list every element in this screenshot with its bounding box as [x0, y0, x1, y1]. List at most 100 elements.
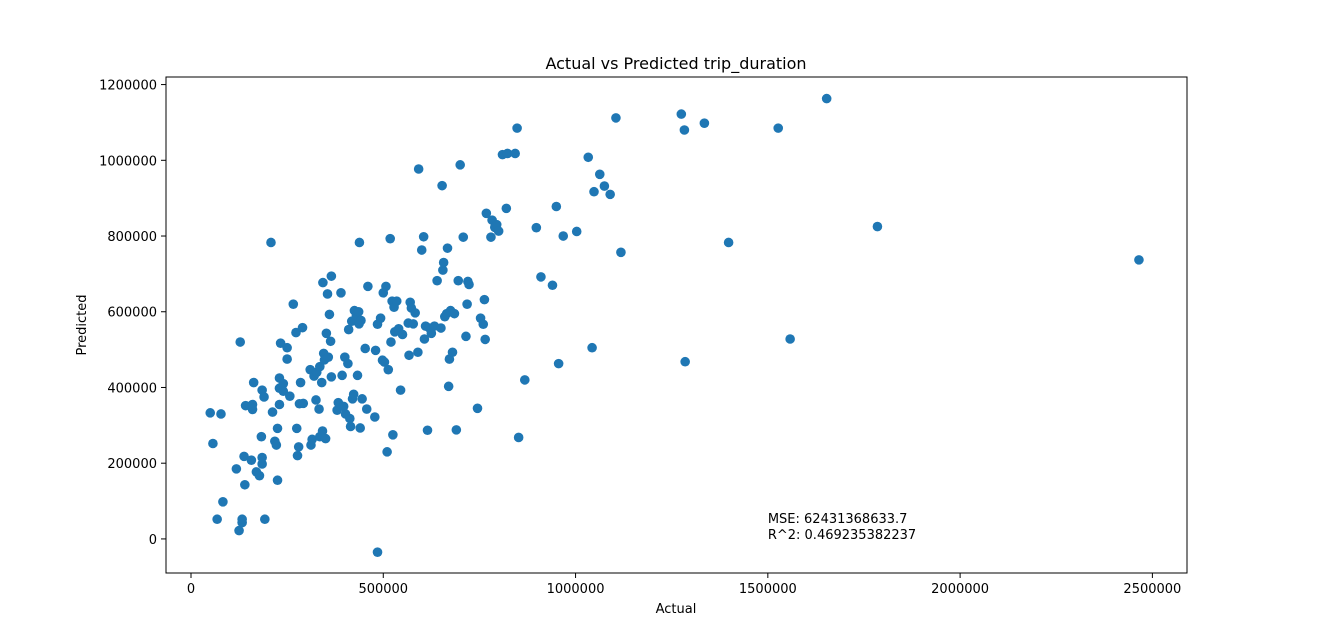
scatter-point: [345, 421, 356, 432]
scatter-point: [291, 423, 302, 434]
x-axis-label: Actual: [656, 602, 697, 617]
scatter-point: [208, 438, 218, 449]
scatter-point: [375, 313, 386, 323]
scatter-point: [416, 245, 427, 255]
scatter-point: [345, 413, 355, 424]
scatter-point: [551, 201, 562, 212]
scatter-point: [361, 404, 372, 414]
scatter-point: [419, 334, 430, 344]
scatter-point: [356, 315, 366, 326]
scatter-point: [583, 152, 594, 163]
scatter-point: [510, 148, 520, 159]
scatter-point: [363, 281, 373, 292]
y-tick-label: 200000: [107, 457, 157, 472]
scatter-point: [478, 319, 489, 330]
scatter-point: [676, 109, 687, 119]
scatter-point: [382, 447, 392, 457]
scatter-point: [519, 375, 530, 385]
scatter-point: [462, 299, 472, 309]
scatter-point: [404, 350, 414, 361]
scatter-point: [291, 327, 301, 338]
scatter-point: [447, 347, 458, 358]
scatter-point: [348, 389, 359, 400]
scatter-point: [679, 125, 690, 135]
scatter-point: [355, 423, 366, 433]
scatter-point: [773, 123, 784, 133]
y-tick-label: 600000: [107, 306, 157, 321]
scatter-point: [480, 334, 490, 345]
scatter-point: [352, 370, 363, 381]
scatter-point: [481, 208, 492, 219]
scatter-point: [260, 514, 270, 525]
scatter-point: [413, 164, 424, 174]
scatter-point: [282, 354, 292, 364]
scatter-point: [410, 308, 420, 318]
y-tick-label: 1200000: [99, 79, 157, 94]
scatter-point: [501, 203, 512, 214]
scatter-point: [278, 378, 289, 389]
scatter-point: [311, 395, 321, 405]
scatter-point: [383, 364, 394, 375]
y-tick-label: 800000: [107, 230, 157, 245]
scatter-point: [234, 525, 244, 536]
scatter-point: [316, 377, 327, 388]
y-tick-label: 400000: [107, 381, 157, 396]
scatter-point: [587, 342, 597, 353]
plot-frame: [165, 76, 1188, 574]
scatter-point: [437, 180, 447, 191]
scatter-point: [272, 475, 283, 486]
scatter-point: [323, 352, 334, 362]
scatter-point: [257, 452, 267, 463]
scatter-point: [320, 433, 331, 444]
scatter-point: [413, 347, 423, 358]
scatter-point: [235, 337, 246, 347]
scatter-point: [324, 309, 335, 320]
scatter-point: [391, 296, 402, 306]
scatter-point: [318, 277, 328, 288]
scatter-point: [449, 308, 460, 319]
scatter-point: [372, 547, 383, 557]
scatter-point: [295, 377, 306, 388]
scatter-point: [259, 392, 269, 402]
x-tick-label: 2000000: [931, 582, 989, 597]
scatter-point: [337, 370, 347, 381]
scatter-point: [453, 275, 464, 286]
scatter-point: [397, 329, 408, 340]
scatter-point: [418, 231, 429, 242]
scatter-point: [385, 233, 395, 244]
scatter-point: [246, 455, 257, 465]
scatter-point: [326, 372, 337, 382]
scatter-point: [605, 189, 615, 200]
scatter-point: [247, 399, 258, 410]
scatter-point: [438, 265, 448, 275]
scatter-point: [354, 237, 365, 248]
scatter-point: [379, 357, 390, 367]
scatter-point: [386, 337, 396, 347]
scatter-point: [271, 440, 282, 450]
scatter-point: [680, 356, 690, 367]
scatter-point: [292, 450, 303, 461]
scatter-point: [536, 272, 546, 282]
scatter-point: [512, 123, 522, 133]
scatter-point: [872, 221, 883, 232]
scatter-point: [237, 514, 247, 525]
scatter-point: [240, 479, 250, 490]
scatter-point: [288, 299, 299, 309]
scatter-point: [314, 404, 324, 414]
scatter-point: [461, 331, 471, 342]
scatter-point: [723, 237, 734, 248]
scatter-point: [451, 425, 462, 435]
x-tick-label: 500000: [358, 582, 408, 597]
x-tick-label: 1000000: [547, 582, 605, 597]
scatter-point: [360, 343, 371, 354]
scatter-point: [443, 381, 454, 392]
scatter-point: [472, 403, 483, 414]
scatter-point: [395, 385, 406, 395]
scatter-point: [422, 425, 433, 436]
scatter-point: [254, 470, 265, 481]
x-tick-label: 1500000: [739, 582, 797, 597]
scatter-point: [599, 181, 610, 191]
scatter-point: [231, 464, 242, 474]
scatter-point: [272, 423, 283, 434]
